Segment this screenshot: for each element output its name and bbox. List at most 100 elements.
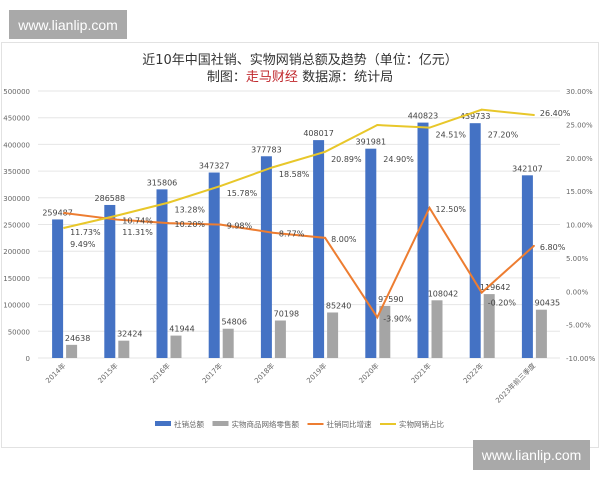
line-point xyxy=(63,211,66,214)
x-tick-label: 2020年 xyxy=(357,361,381,385)
line-label: 10.74% xyxy=(122,217,153,226)
line-point xyxy=(115,214,118,217)
y-left-tick-label: 50000 xyxy=(8,328,30,336)
bar-label: 32424 xyxy=(117,330,142,339)
line-point xyxy=(115,218,118,221)
bar-label: 377783 xyxy=(251,145,282,154)
line-label: 10.20% xyxy=(175,220,206,229)
bar-online-retail xyxy=(118,340,130,358)
line-point xyxy=(428,126,431,129)
y-right-tick-label: 20.00% xyxy=(566,155,593,163)
y-right-tick-label: 10.00% xyxy=(566,222,593,230)
line-label: 9.49% xyxy=(70,240,96,249)
bar-label: 90435 xyxy=(535,299,560,308)
line-point xyxy=(480,291,483,294)
y-left-tick-label: 0 xyxy=(26,355,30,363)
bar-online-retail xyxy=(274,320,286,358)
bar-label: 41944 xyxy=(169,325,194,334)
line-point xyxy=(219,223,222,226)
y-left-tick-label: 400000 xyxy=(3,141,30,149)
line-label: -0.20% xyxy=(488,299,517,308)
legend-label: 实物网销占比 xyxy=(399,419,444,429)
watermark-top: www.lianlip.com xyxy=(9,10,127,39)
x-tick-label: 2022年 xyxy=(461,361,485,385)
line-point xyxy=(324,150,327,153)
x-tick-label: 2017年 xyxy=(200,361,224,385)
bar-retail-total xyxy=(365,148,377,358)
line-label: 12.50% xyxy=(436,205,467,214)
y-right-tick-label: 30.00% xyxy=(566,88,593,96)
line-point xyxy=(167,222,170,225)
y-right-tick-label: 15.00% xyxy=(566,188,593,196)
y-right-tick-label: 5.00% xyxy=(566,255,589,263)
legend-swatch xyxy=(212,421,229,426)
line-point xyxy=(532,114,535,117)
subtitle-brand: 走马财经 xyxy=(245,70,298,85)
line-point xyxy=(219,184,222,187)
line-label: 13.28% xyxy=(175,206,206,215)
bar-label: 259487 xyxy=(42,208,73,217)
bar-retail-total xyxy=(52,219,64,358)
bar-label: 315806 xyxy=(147,178,178,187)
bar-label: 439733 xyxy=(460,112,491,121)
line-label: 11.73% xyxy=(70,228,101,237)
bar-label: 391981 xyxy=(356,138,387,147)
bar-retail-total xyxy=(469,123,481,358)
x-tick-label: 2021年 xyxy=(409,361,433,385)
x-tick-label: 2014年 xyxy=(44,361,68,385)
line-label: 24.51% xyxy=(436,131,467,140)
bar-retail-total xyxy=(104,204,116,358)
bar-label: 85240 xyxy=(326,301,351,310)
line-label: 27.20% xyxy=(488,131,519,140)
bar-online-retail xyxy=(170,335,182,358)
legend-label: 实物商品网络零售额 xyxy=(231,419,299,429)
x-tick-label: 2016年 xyxy=(148,361,172,385)
line-label: 8.77% xyxy=(279,230,305,239)
line-label: 18.58% xyxy=(279,170,310,179)
bar-label: 286588 xyxy=(95,194,126,203)
bar-retail-total xyxy=(313,140,325,358)
y-left-tick-label: 350000 xyxy=(3,168,30,176)
bar-label: 408017 xyxy=(303,129,334,138)
bar-online-retail xyxy=(66,344,78,358)
y-right-tick-label: -5.00% xyxy=(566,322,591,330)
x-tick-label: 2015年 xyxy=(96,361,120,385)
chart-title-block: 近10年中国社销、实物网销总额及趋势（单位：亿元） 制图：走马财经 数据源：统计… xyxy=(0,52,600,86)
bar-online-retail xyxy=(379,305,391,358)
y-left-tick-label: 300000 xyxy=(3,195,30,203)
subtitle-prefix: 制图： xyxy=(206,70,246,85)
legend-swatch xyxy=(155,421,171,426)
line-label: 15.78% xyxy=(227,189,258,198)
chart-title: 近10年中国社销、实物网销总额及趋势（单位：亿元） xyxy=(142,53,458,68)
bar-retail-total xyxy=(208,172,220,358)
line-point xyxy=(532,244,535,247)
bar-label: 24638 xyxy=(65,334,90,343)
line-point xyxy=(428,206,431,209)
bar-label: 70198 xyxy=(274,310,299,319)
line-point xyxy=(271,231,274,234)
bar-online-retail xyxy=(222,328,234,358)
line-label: -3.90% xyxy=(383,314,412,323)
chart-subtitle: 制图：走马财经 数据源：统计局 xyxy=(0,69,600,86)
y-left-tick-label: 100000 xyxy=(3,302,30,310)
line-point xyxy=(63,226,66,229)
line-label: 6.80% xyxy=(540,243,566,252)
bar-label: 54806 xyxy=(221,318,246,327)
line-point xyxy=(167,201,170,204)
bar-online-retail xyxy=(327,312,339,358)
line-label: 20.89% xyxy=(331,155,362,164)
line-label: 8.00% xyxy=(331,235,357,244)
bar-retail-total xyxy=(521,175,533,358)
bar-label: 97590 xyxy=(378,295,403,304)
x-tick-label: 2018年 xyxy=(252,361,276,385)
line-label: 26.40% xyxy=(540,109,571,118)
line-retail-growth xyxy=(63,205,535,320)
bar-retail-total xyxy=(260,156,272,358)
legend-label: 社销同比增速 xyxy=(326,419,371,429)
y-right-tick-label: 0.00% xyxy=(566,288,589,296)
y-left-tick-label: 200000 xyxy=(3,248,30,256)
line-label: 24.90% xyxy=(383,155,414,164)
bar-retail-total xyxy=(417,122,429,358)
bar-retail-total xyxy=(156,189,168,358)
